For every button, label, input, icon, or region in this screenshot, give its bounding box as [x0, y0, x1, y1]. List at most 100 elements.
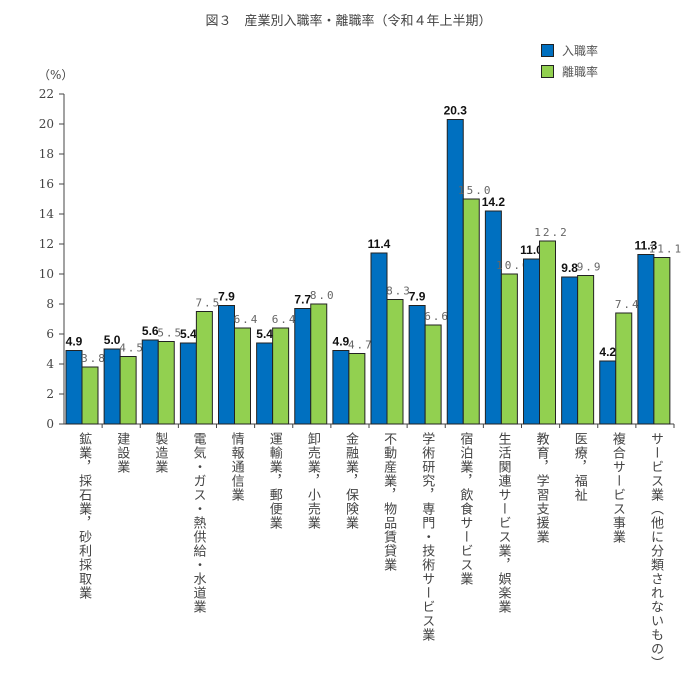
bar-hire: [561, 276, 579, 425]
bar-hire: [370, 252, 388, 425]
bar-hire: [637, 254, 655, 425]
bar-separation: [653, 257, 671, 425]
data-label-hire: 9.8: [561, 261, 578, 275]
data-label-separation: 5.5: [157, 327, 183, 340]
bar-separation: [539, 240, 556, 425]
data-label-hire: 5.4: [256, 327, 273, 341]
data-label-hire: 7.7: [294, 293, 311, 307]
bar-hire: [332, 350, 350, 425]
data-label-separation: 4.5: [119, 342, 145, 355]
bar-separation: [157, 341, 175, 425]
bar-hire: [484, 210, 502, 425]
data-label-hire: 11.3: [635, 239, 658, 253]
bar-hire: [408, 305, 426, 425]
bar-separation: [81, 366, 99, 425]
x-tick-label: サービス業（他に分類されないもの）: [647, 432, 663, 670]
data-label-hire: 5.4: [180, 327, 197, 341]
bar-separation: [615, 312, 633, 425]
x-tick-label: 複合サービス事業: [609, 432, 625, 544]
y-tick-label: 12: [39, 237, 54, 251]
data-label-separation: 10.0: [496, 259, 531, 272]
x-tick-label: 製造業: [152, 432, 168, 474]
x-tick-label: 宿泊業，飲食サービス業: [457, 432, 473, 586]
bar-hire: [141, 339, 159, 425]
y-tick-label: 14: [39, 207, 55, 221]
x-tick-label: 金融業，保険業: [342, 432, 358, 530]
y-tick-label: 10: [39, 267, 54, 281]
data-label-separation: 3.8: [81, 352, 107, 365]
data-label-hire: 4.9: [66, 335, 83, 349]
bar-separation: [119, 356, 137, 425]
bar-hire: [218, 305, 235, 425]
data-label-hire: 14.2: [482, 195, 506, 209]
bar-hire: [599, 360, 617, 425]
y-tick-label: 8: [46, 297, 54, 311]
bar-separation: [348, 353, 366, 425]
bar-separation: [234, 327, 251, 425]
data-label-hire: 4.2: [599, 345, 616, 359]
bar-hire: [523, 258, 540, 425]
bar-hire: [256, 342, 274, 425]
data-label-separation: 8.0: [310, 289, 336, 302]
data-label-separation: 12.2: [534, 226, 569, 239]
bar-hire: [446, 119, 464, 425]
data-label-separation: 15.0: [458, 184, 493, 197]
bar-separation: [424, 324, 442, 425]
x-tick-label: 生活関連サービス業，娯楽業: [495, 432, 511, 614]
legend-swatch-hire: [541, 44, 554, 57]
legend-item-separation: 離職率: [541, 63, 598, 80]
bar-separation: [500, 273, 518, 425]
bar-separation: [386, 299, 404, 425]
legend-label-separation: 離職率: [562, 65, 599, 79]
data-label-separation: 7.5: [195, 297, 221, 310]
bar-separation: [272, 327, 290, 425]
x-tick-label: 情報通信業: [228, 432, 244, 502]
bar-separation: [577, 275, 595, 425]
data-label-separation: 6.4: [234, 313, 260, 326]
y-tick-label: 6: [46, 327, 54, 341]
data-label-hire: 7.9: [218, 290, 235, 304]
y-tick-label: 18: [39, 147, 54, 161]
bar-hire: [294, 308, 312, 425]
x-tick-label: 卸売業，小売業: [304, 432, 320, 530]
data-label-separation: 11.1: [649, 243, 684, 256]
y-tick-label: 22: [39, 87, 54, 101]
bar-hire: [103, 348, 121, 425]
data-label-separation: 8.3: [386, 285, 412, 298]
bar-separation: [195, 311, 213, 425]
bar-hire: [179, 342, 197, 425]
chart-title: 図３ 産業別入職率・離職率（令和４年上半期）: [205, 14, 492, 29]
x-tick-label: 学術研究，専門・技術サービス業: [419, 432, 435, 642]
x-tick-label: 鉱業，採石業，砂利採取業: [76, 432, 92, 600]
y-tick-label: 0: [46, 417, 54, 431]
data-label-hire: 4.9: [333, 335, 350, 349]
data-label-separation: 6.6: [424, 310, 450, 323]
data-label-hire: 7.9: [409, 290, 426, 304]
legend-swatch-separation: [541, 65, 554, 78]
x-tick-label: 不動産業，物品賃貸業: [381, 432, 397, 572]
x-tick-label: 建設業: [114, 432, 130, 474]
legend-label-hire: 入職率: [562, 44, 599, 58]
data-label-separation: 4.7: [348, 339, 374, 352]
data-label-hire: 5.0: [104, 333, 121, 347]
bar-separation: [310, 303, 328, 425]
x-tick-label: 電気・ガス・熱供給・水道業: [190, 432, 206, 614]
y-tick-label: 4: [46, 357, 54, 371]
data-label-hire: 5.6: [142, 324, 159, 338]
data-label-separation: 7.4: [615, 298, 641, 311]
bar-separation: [462, 198, 480, 425]
x-tick-label: 運輸業，郵便業: [266, 432, 282, 530]
bar-hire: [65, 350, 83, 425]
data-label-separation: 6.4: [272, 313, 298, 326]
y-tick-label: 16: [39, 177, 54, 191]
y-axis-label: （%）: [38, 68, 74, 82]
y-tick-label: 20: [39, 117, 54, 131]
data-label-hire: 11.4: [368, 237, 391, 251]
x-tick-label: 教育，学習支援業: [533, 432, 549, 544]
data-label-hire: 11.0: [520, 243, 543, 257]
x-tick-label: 医療，福祉: [571, 432, 587, 502]
y-tick-label: 2: [46, 387, 54, 401]
legend-item-hire: 入職率: [541, 42, 598, 59]
data-label-hire: 20.3: [444, 104, 468, 118]
